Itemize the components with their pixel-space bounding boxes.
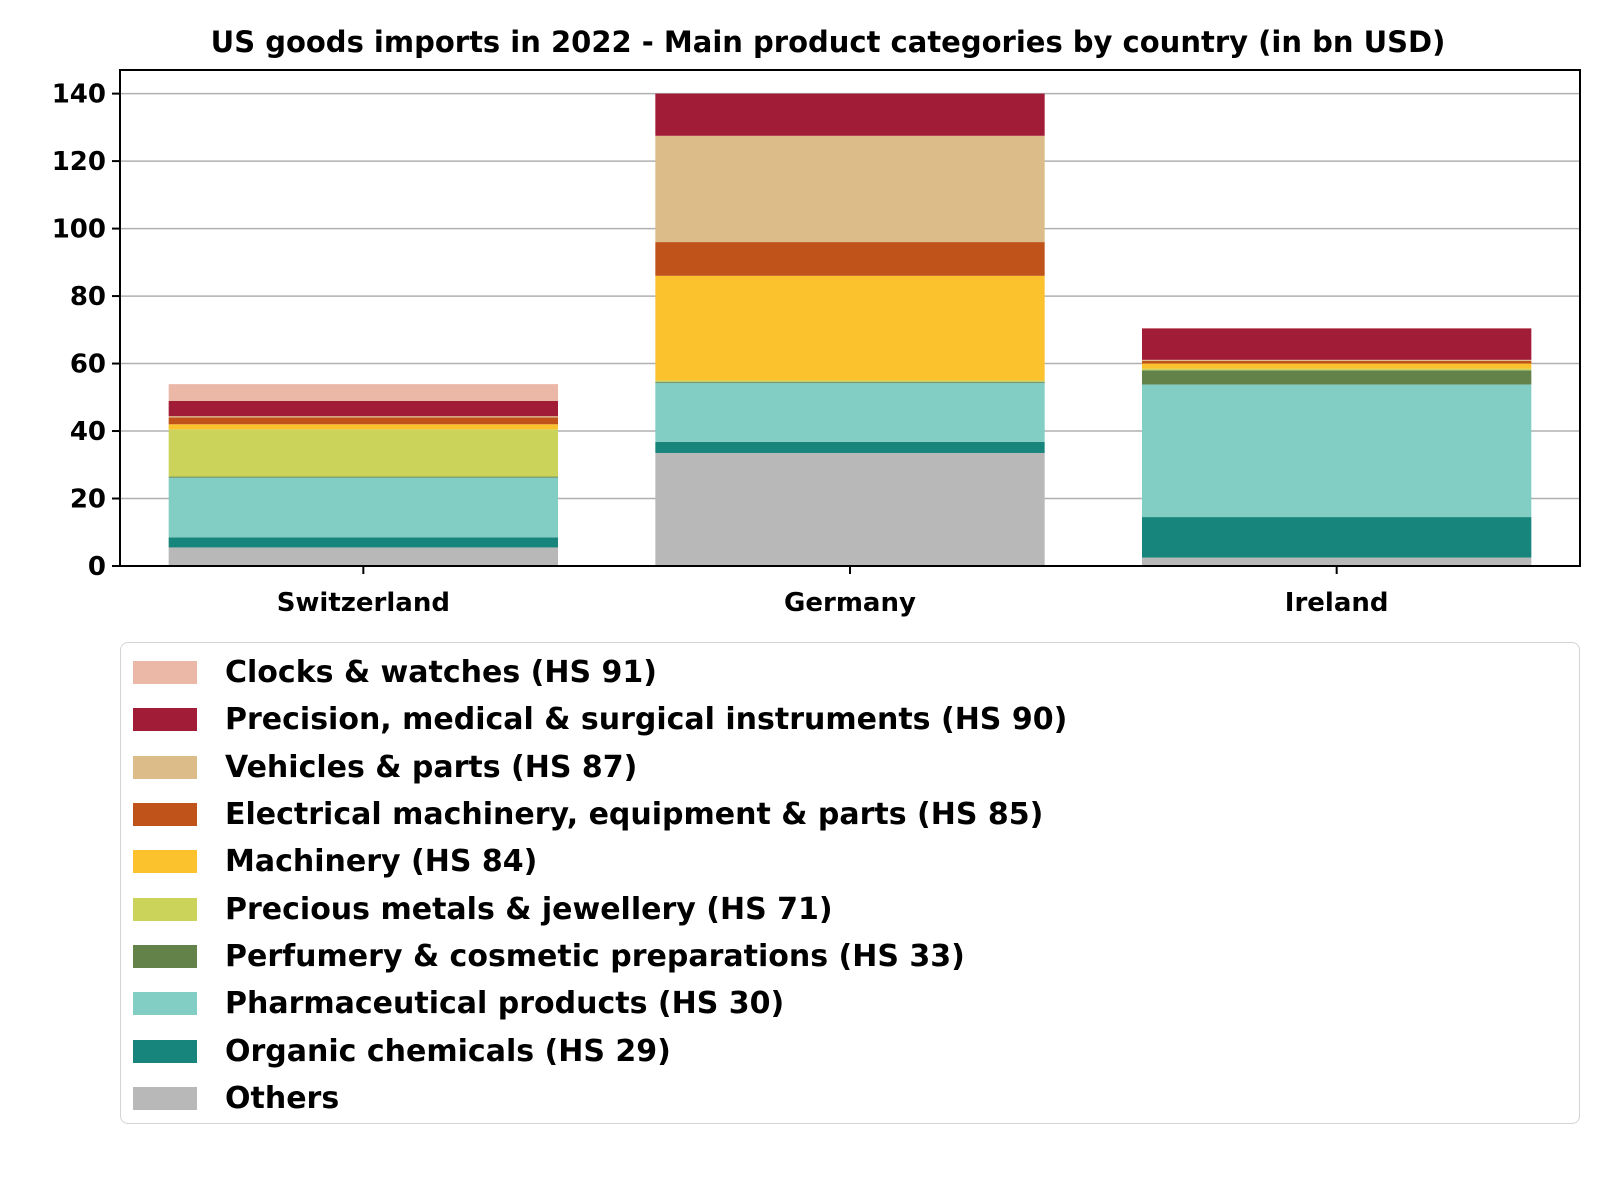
- legend-item: Organic chemicals (HS 29): [121, 1027, 1579, 1074]
- legend-label: Precision, medical & surgical instrument…: [225, 702, 1068, 738]
- bar-segment: [1142, 370, 1532, 385]
- bar-segment: [168, 547, 558, 566]
- x-tick-label: Switzerland: [277, 588, 450, 618]
- y-tick-label: 20: [70, 485, 106, 515]
- legend-item: Pharmaceutical products (HS 30): [121, 980, 1579, 1027]
- legend: Clocks & watches (HS 91) Precision, medic…: [120, 642, 1580, 1124]
- legend-swatch: [133, 850, 197, 874]
- bar-segment: [655, 275, 1045, 381]
- x-tick-label: Germany: [784, 588, 916, 618]
- bar-segment: [655, 242, 1045, 276]
- y-tick-label: 120: [52, 147, 106, 177]
- bar-segment: [168, 416, 558, 418]
- legend-item: Electrical machinery, equipment & parts …: [121, 791, 1579, 838]
- legend-item: Machinery (HS 84): [121, 838, 1579, 885]
- legend-item: Clocks & watches (HS 91): [121, 649, 1579, 696]
- legend-swatch: [133, 1086, 197, 1110]
- legend-swatch: [133, 708, 197, 732]
- bar-segment: [655, 93, 1045, 136]
- legend-label: Pharmaceutical products (HS 30): [225, 986, 785, 1022]
- chart-title: US goods imports in 2022 - Main product …: [211, 25, 1446, 59]
- bar-segment: [1142, 557, 1532, 566]
- y-tick-label: 140: [52, 80, 106, 110]
- legend-item: Precious metals & jewellery (HS 71): [121, 885, 1579, 932]
- legend-label: Vehicles & parts (HS 87): [225, 749, 638, 785]
- bar-segment: [655, 381, 1045, 383]
- legend-item: Others: [121, 1075, 1579, 1122]
- stacked-bar-chart: US goods imports in 2022 - Main product …: [52, 25, 1581, 618]
- bar-segment: [168, 476, 558, 478]
- legend-label: Clocks & watches (HS 91): [225, 655, 657, 691]
- legend-label: Organic chemicals (HS 29): [225, 1033, 671, 1069]
- y-tick-label: 40: [70, 417, 106, 447]
- plot-frame: [119, 69, 1581, 567]
- y-tick-label: 100: [52, 215, 106, 245]
- legend-label: Perfumery & cosmetic preparations (HS 33…: [225, 938, 965, 974]
- bar-segment: [655, 382, 1045, 442]
- bar-segment: [655, 452, 1045, 566]
- bar-segment: [1142, 360, 1532, 364]
- bar-segment: [655, 135, 1045, 243]
- bar-segment: [1142, 328, 1532, 360]
- bar-segment: [168, 384, 558, 402]
- legend-swatch: [133, 992, 197, 1016]
- bar-segment: [1142, 384, 1532, 518]
- legend-item: Vehicles & parts (HS 87): [121, 744, 1579, 791]
- bar-segment: [168, 401, 558, 417]
- bar-segment: [168, 424, 558, 430]
- bars: [168, 93, 1532, 566]
- bar-segment: [655, 380, 1045, 382]
- y-tick-label: 0: [88, 552, 106, 582]
- bar-segment: [655, 441, 1045, 453]
- legend-swatch: [133, 755, 197, 779]
- bar-segment: [1142, 359, 1532, 361]
- legend-swatch: [133, 897, 197, 921]
- y-tick-label: 80: [70, 282, 106, 312]
- bar-segment: [168, 417, 558, 425]
- x-tick-label: Ireland: [1285, 588, 1389, 618]
- y-tick-label: 60: [70, 350, 106, 380]
- legend-item: Precision, medical & surgical instrument…: [121, 696, 1579, 743]
- legend-swatch: [133, 803, 197, 827]
- x-axis: Switzerland Germany Ireland: [277, 566, 1389, 618]
- legend-swatch: [133, 944, 197, 968]
- legend-item: Perfumery & cosmetic preparations (HS 33…: [121, 933, 1579, 980]
- legend-label: Precious metals & jewellery (HS 71): [225, 891, 833, 927]
- bar-segment: [1142, 368, 1532, 371]
- legend-label: Electrical machinery, equipment & parts …: [225, 797, 1044, 833]
- legend-label: Others: [225, 1080, 340, 1116]
- bar-segment: [168, 537, 558, 548]
- bar-segment: [168, 477, 558, 538]
- bar-segment: [1142, 517, 1532, 558]
- y-axis: 0 20 40 60 80 100 120 140: [52, 80, 120, 582]
- legend-swatch: [133, 1039, 197, 1063]
- legend-swatch: [133, 661, 197, 685]
- bar-segment: [1142, 363, 1532, 369]
- bar-segment: [168, 429, 558, 477]
- legend-label: Machinery (HS 84): [225, 844, 538, 880]
